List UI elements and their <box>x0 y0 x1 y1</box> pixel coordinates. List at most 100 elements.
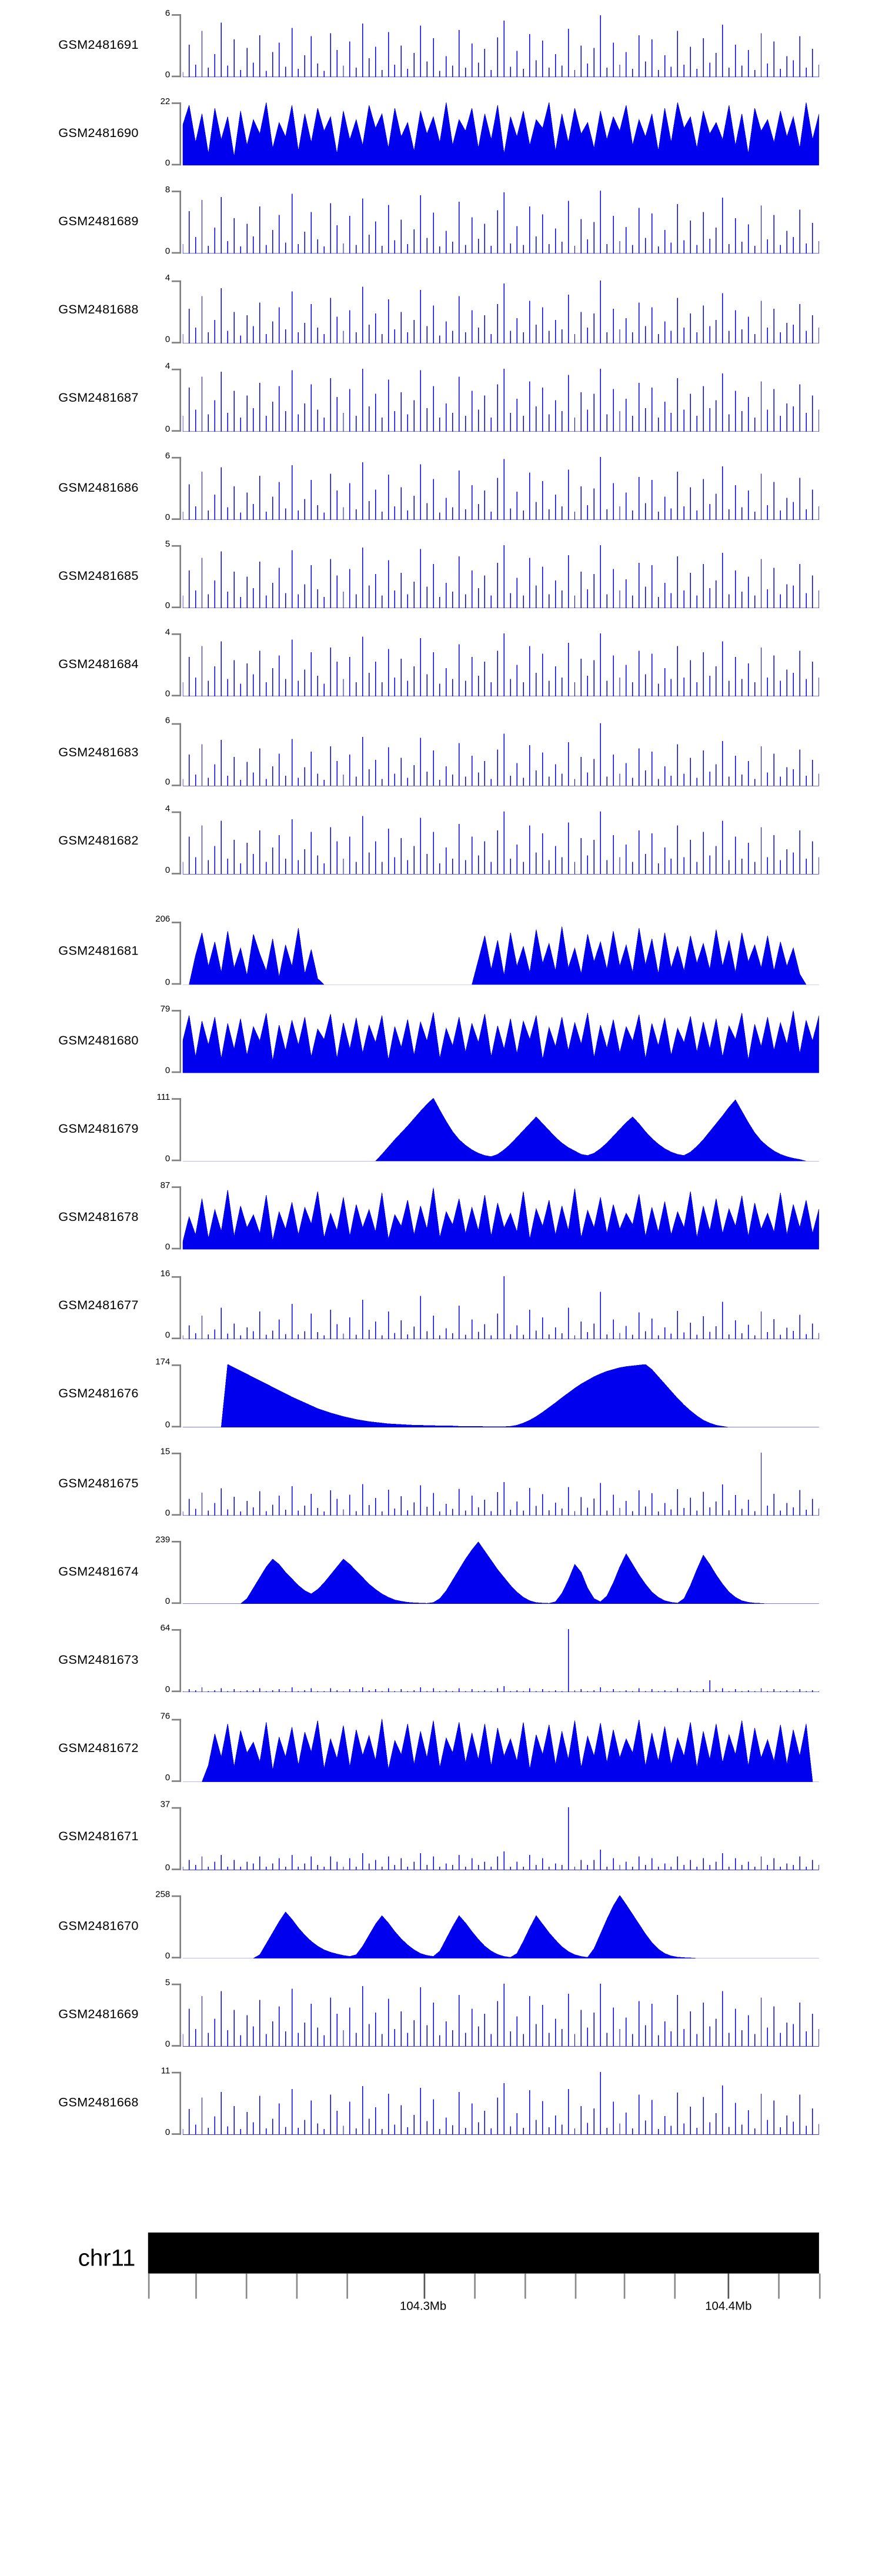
track-y-axis: 258 0 <box>146 1891 182 1960</box>
axis-line <box>179 810 182 874</box>
axis-line <box>179 1807 182 1870</box>
axis-min-label: 0 <box>165 1863 171 1873</box>
track-label-gsm2481682[interactable]: GSM2481682 <box>58 833 139 849</box>
track-label-gsm2481668[interactable]: GSM2481668 <box>58 2095 139 2110</box>
track-data-plot[interactable] <box>182 1718 819 1781</box>
axis-min-label: 0 <box>165 977 171 987</box>
axis-min-label: 0 <box>165 248 171 258</box>
track-label-gsm2481680[interactable]: GSM2481680 <box>58 1033 139 1047</box>
track-data-plot[interactable] <box>182 545 819 609</box>
track-data-plot[interactable] <box>182 1010 819 1073</box>
axis-tick-top <box>171 1364 182 1366</box>
axis-line <box>179 2072 182 2135</box>
track-row: GSM2481678 87 0 <box>0 1173 882 1262</box>
axis-tick <box>523 2273 526 2298</box>
track-label-gsm2481686[interactable]: GSM2481686 <box>58 479 139 494</box>
axis-min-label: 0 <box>165 1774 171 1784</box>
chromosome-ideogram[interactable] <box>148 2231 819 2273</box>
track-data-plot[interactable] <box>182 191 819 255</box>
track-data-plot[interactable] <box>182 1541 819 1604</box>
axis-tick <box>818 2273 821 2298</box>
axis-tick-bottom <box>171 341 182 343</box>
track-data-plot[interactable] <box>182 2072 819 2135</box>
track-data-plot[interactable] <box>182 1364 819 1427</box>
track-data-plot[interactable] <box>182 633 819 697</box>
track-data-plot[interactable] <box>182 279 819 343</box>
track-data-plot[interactable] <box>182 368 819 432</box>
track-label-gsm2481684[interactable]: GSM2481684 <box>58 656 139 671</box>
axis-min-label: 0 <box>165 2040 171 2050</box>
axis-tick-top <box>171 1984 182 1986</box>
track-label-gsm2481675[interactable]: GSM2481675 <box>58 1476 139 1490</box>
axis-max-label: 64 <box>160 1624 171 1634</box>
track-label-gsm2481671[interactable]: GSM2481671 <box>58 1830 139 1844</box>
axis-tick-bottom <box>171 983 182 985</box>
axis-max-label: 258 <box>155 1890 171 1900</box>
track-data-plot[interactable] <box>182 1895 819 1958</box>
axis-max-label: 4 <box>165 628 171 638</box>
track-label-gsm2481691[interactable]: GSM2481691 <box>58 37 139 52</box>
track-data-plot[interactable] <box>182 722 819 786</box>
axis-tick-bottom <box>171 1868 182 1870</box>
axis-max-label: 22 <box>160 97 171 107</box>
track-data-plot[interactable] <box>182 922 819 985</box>
track-label-gsm2481673[interactable]: GSM2481673 <box>58 1653 139 1667</box>
track-label-gsm2481687[interactable]: GSM2481687 <box>58 391 139 406</box>
axis-max-label: 6 <box>165 451 171 461</box>
track-data-plot[interactable] <box>182 1984 819 2047</box>
axis-max-label: 15 <box>160 1447 171 1457</box>
track-label-gsm2481670[interactable]: GSM2481670 <box>58 1918 139 1933</box>
track-data-plot[interactable] <box>182 14 819 78</box>
axis-tick-top <box>171 102 182 105</box>
track-label-gsm2481683[interactable]: GSM2481683 <box>58 745 139 760</box>
track-data-plot[interactable] <box>182 1807 819 1870</box>
axis-min-label: 0 <box>165 1686 171 1696</box>
axis-tick-top <box>171 1098 182 1100</box>
axis-line <box>179 191 182 255</box>
track-label-gsm2481685[interactable]: GSM2481685 <box>58 568 139 583</box>
axis-tick-bottom <box>171 783 182 786</box>
axis-tick-bottom <box>171 872 182 874</box>
coordinate-label: 104.4Mb <box>705 2298 752 2313</box>
track-label-gsm2481672[interactable]: GSM2481672 <box>58 1741 139 1756</box>
axis-tick-bottom <box>171 75 182 78</box>
axis-max-label: 4 <box>165 363 171 373</box>
track-label-gsm2481681[interactable]: GSM2481681 <box>58 944 139 959</box>
track-label-gsm2481688[interactable]: GSM2481688 <box>58 302 139 317</box>
track-label-gsm2481674[interactable]: GSM2481674 <box>58 1564 139 1579</box>
track-label-gsm2481689[interactable]: GSM2481689 <box>58 214 139 229</box>
axis-max-label: 4 <box>165 805 171 815</box>
axis-line <box>179 921 182 985</box>
axis-line <box>179 1452 182 1516</box>
track-label-gsm2481679[interactable]: GSM2481679 <box>58 1121 139 1136</box>
track-label-gsm2481690[interactable]: GSM2481690 <box>58 125 139 140</box>
axis-tick-bottom <box>171 164 182 166</box>
axis-min-label: 0 <box>165 1597 171 1607</box>
track-label-gsm2481678[interactable]: GSM2481678 <box>58 1210 139 1224</box>
track-data-plot[interactable] <box>182 1452 819 1516</box>
track-label-gsm2481677[interactable]: GSM2481677 <box>58 1298 139 1313</box>
axis-line <box>179 279 182 343</box>
axis-tick <box>346 2273 348 2298</box>
axis-line <box>179 1895 182 1958</box>
track-data-plot[interactable] <box>182 456 819 520</box>
track-data-plot[interactable] <box>182 102 819 166</box>
track-label-gsm2481669[interactable]: GSM2481669 <box>58 2007 139 2021</box>
axis-min-label: 0 <box>165 159 171 169</box>
track-data-plot[interactable] <box>182 810 819 874</box>
axis-line <box>179 1187 182 1250</box>
track-data-plot[interactable] <box>182 1187 819 1250</box>
track-label-gsm2481676[interactable]: GSM2481676 <box>58 1387 139 1402</box>
track-data-plot[interactable] <box>182 1098 819 1162</box>
ideogram-spacer <box>0 2147 882 2210</box>
track-data-plot[interactable] <box>182 1629 819 1693</box>
axis-max-label: 6 <box>165 9 171 19</box>
axis-tick-top <box>171 1807 182 1808</box>
track-data-plot[interactable] <box>182 1275 819 1339</box>
axis-tick-top <box>171 1895 182 1897</box>
axis-max-label: 76 <box>160 1713 171 1723</box>
